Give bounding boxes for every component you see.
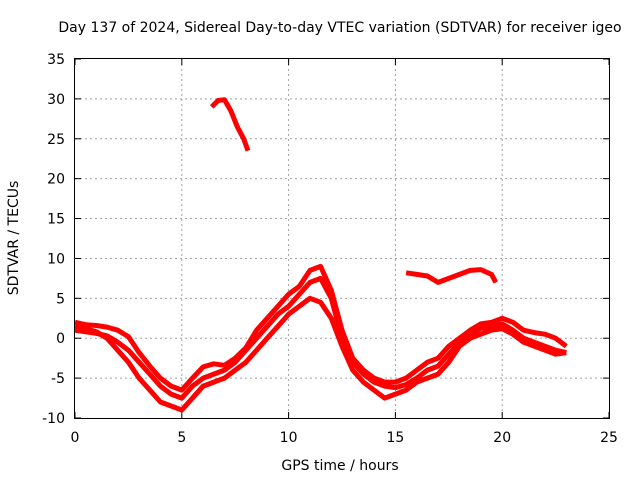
series-track-4 — [209, 97, 251, 152]
y-tick-label: 25 — [47, 132, 65, 148]
grid — [75, 59, 609, 418]
y-tick-label: -5 — [51, 371, 65, 387]
series-track-1 — [74, 263, 568, 393]
y-tick-label: -10 — [42, 411, 65, 427]
x-tick-label: 15 — [386, 430, 404, 446]
y-tick-label: 20 — [47, 172, 65, 188]
y-axis-label: SDTVAR / TECUs — [6, 181, 22, 296]
y-tick-label: 15 — [47, 212, 65, 228]
y-tick-label: 5 — [56, 291, 65, 307]
tick-labels: 0 5 10 15 20 25 -10 -5 0 5 10 15 20 25 30 35 — [42, 52, 618, 446]
y-tick-label: 30 — [47, 92, 65, 108]
series-layer — [74, 97, 568, 413]
plot-frame — [74, 58, 610, 419]
chart-title: Day 137 of 2024, Sidereal Day-to-day VTE… — [58, 20, 621, 36]
x-tick-label: 0 — [71, 430, 80, 446]
y-tick-label: 0 — [56, 331, 65, 347]
x-tick-label: 25 — [600, 430, 618, 446]
series-track-3 — [74, 295, 567, 413]
series-track-2 — [74, 275, 567, 401]
x-axis-label: GPS time / hours — [281, 458, 398, 474]
x-tick-label: 5 — [177, 430, 186, 446]
y-tick-label: 35 — [47, 52, 65, 68]
x-tick-label: 20 — [493, 430, 511, 446]
y-tick-label: 10 — [47, 251, 65, 267]
series-track-5 — [405, 267, 499, 285]
x-tick-label: 10 — [280, 430, 298, 446]
